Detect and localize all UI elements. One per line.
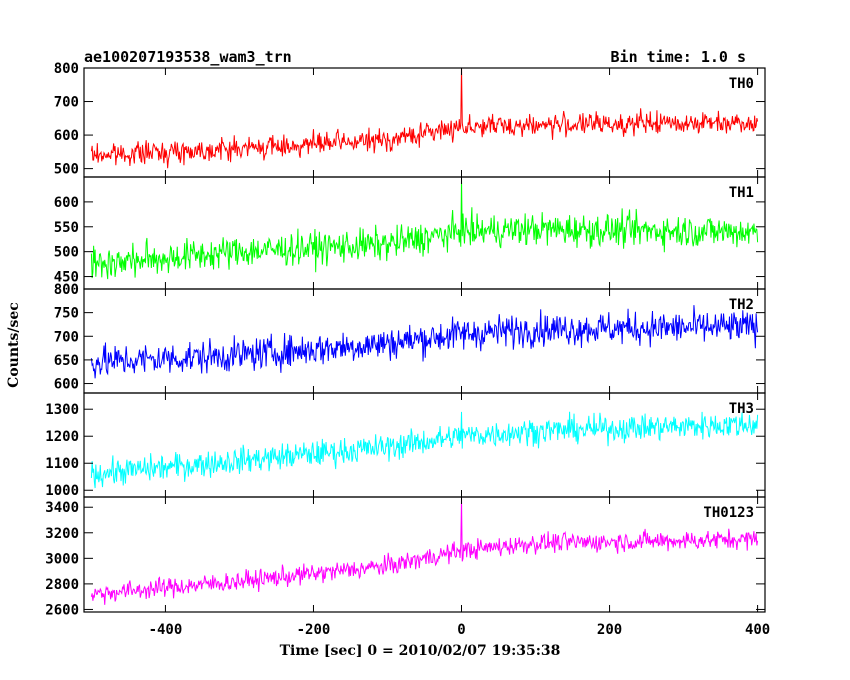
y-tick-label: 800: [54, 282, 79, 298]
y-tick-label: 500: [54, 245, 79, 261]
series-label: TH3: [729, 401, 754, 417]
y-tick-label: 600: [54, 377, 79, 393]
y-tick-label: 800: [54, 61, 79, 77]
bin-time-label: Bin time: 1.0 s: [611, 48, 746, 66]
series-label: TH1: [729, 185, 754, 201]
y-tick-label: 650: [54, 353, 79, 369]
y-tick-label: 2600: [45, 602, 79, 618]
y-tick-label: 500: [54, 162, 79, 178]
series-th3: [90, 411, 759, 489]
y-tick-label: 1100: [45, 456, 79, 472]
y-tick-label: 750: [54, 306, 79, 322]
panels: 500 600 700 800 TH0 450 500 550 600 TH1 600 650 700 7…: [45, 61, 770, 638]
panel-th0123: 2600 2800 3000 3200 3400 TH0123: [45, 496, 766, 618]
panel-th0: 500 600 700 800 TH0: [54, 61, 766, 178]
panel-th1: 450 500 550 600 TH1: [54, 176, 766, 290]
y-tick-label: 3000: [45, 551, 79, 567]
panel-th3: 1000 1100 1200 1300 TH3: [45, 392, 766, 499]
y-axis-label: Counts/sec: [6, 302, 22, 388]
chart-title: ae100207193538_wam3_trn: [84, 48, 292, 66]
series-th0: [90, 68, 759, 169]
y-tick-label: 1200: [45, 429, 79, 445]
y-tick-label: 700: [54, 329, 79, 345]
y-tick-label: 3400: [45, 500, 79, 516]
x-tick-label: 0: [457, 622, 465, 638]
y-tick-label: 550: [54, 220, 79, 236]
y-tick-label: 3200: [45, 526, 79, 542]
y-tick-label: 2800: [45, 577, 79, 593]
x-tick-label: 400: [745, 622, 770, 638]
x-tick-label: 200: [597, 622, 622, 638]
series-label: TH0123: [703, 505, 754, 521]
x-tick-label: -400: [149, 622, 183, 638]
y-tick-label: 600: [54, 128, 79, 144]
y-tick-label: 450: [54, 270, 79, 286]
series-label: TH2: [729, 297, 754, 313]
series-th2: [90, 305, 759, 379]
x-tick-label: -200: [297, 622, 331, 638]
y-tick-label: 700: [54, 95, 79, 111]
series-th0123: [90, 497, 759, 605]
series-label: TH0: [729, 76, 754, 92]
series-th1: [90, 177, 759, 280]
x-axis-label: Time [sec] 0 = 2010/02/07 19:35:38: [280, 643, 561, 659]
y-tick-label: 600: [54, 195, 79, 211]
panel-th2: 600 650 700 750 800 TH2: [54, 282, 766, 394]
y-tick-label: 1000: [45, 483, 79, 499]
panel-frame: [83, 496, 766, 613]
y-tick-label: 1300: [45, 402, 79, 418]
